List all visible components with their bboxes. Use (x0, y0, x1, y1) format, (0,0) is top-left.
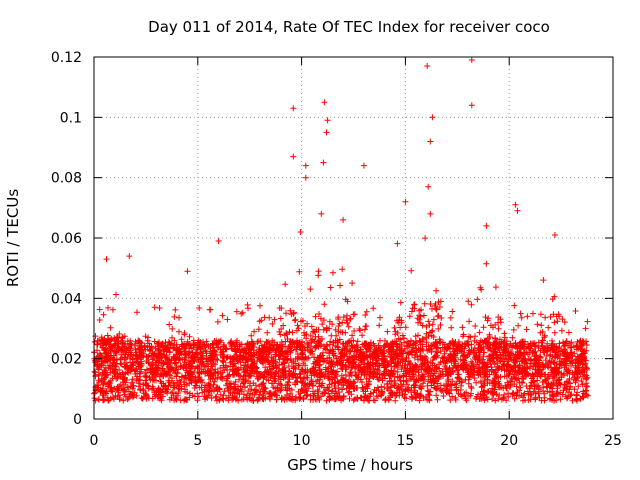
x-tick-labels: 0 5 10 15 20 25 (90, 433, 622, 449)
x-tick-label: 15 (396, 433, 414, 449)
y-tick-label: 0.08 (51, 171, 82, 187)
y-axis-label: ROTI / TECUs (4, 189, 22, 287)
chart-title: Day 011 of 2014, Rate Of TEC Index for r… (148, 18, 550, 36)
y-tick-label: 0.02 (51, 352, 82, 368)
data-points (91, 57, 591, 404)
y-tick-label: 0.06 (51, 231, 82, 247)
x-tick-label: 5 (193, 433, 202, 449)
y-tick-label: 0.1 (60, 110, 82, 126)
y-tick-label: 0.04 (51, 291, 82, 307)
axis-ticks (93, 56, 614, 420)
x-tick-label: 25 (604, 433, 622, 449)
x-tick-label: 0 (90, 433, 99, 449)
x-tick-label: 10 (293, 433, 311, 449)
scatter-marker-group (103, 57, 558, 275)
x-tick-label: 20 (500, 433, 518, 449)
y-tick-label: 0.12 (51, 50, 82, 66)
x-axis-label: GPS time / hours (287, 456, 413, 474)
y-tick-label: 0 (73, 412, 82, 428)
y-tick-labels: 0 0.02 0.04 0.06 0.08 0.1 0.12 (51, 50, 82, 428)
scatter-marker-group (91, 240, 591, 404)
